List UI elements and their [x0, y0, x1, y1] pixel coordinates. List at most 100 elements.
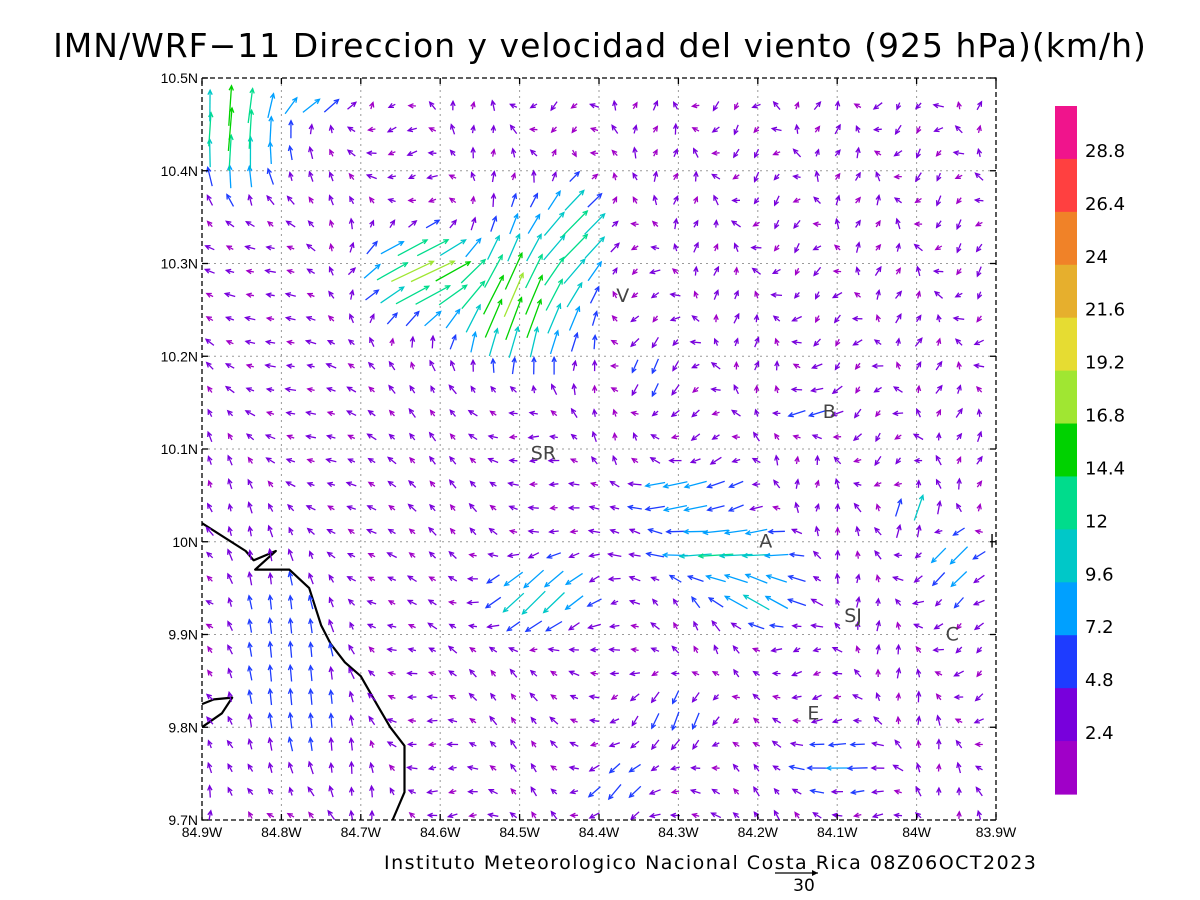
wind-arrow-head	[953, 694, 960, 700]
wind-arrow-shaft	[328, 619, 335, 633]
wind-arrow-head	[328, 124, 335, 131]
place-label: SR	[531, 443, 556, 465]
wind-arrow	[973, 574, 985, 584]
wind-arrow	[368, 715, 376, 726]
wind-arrow-head	[287, 548, 293, 555]
wind-arrow	[326, 529, 336, 535]
wind-arrow-head	[976, 408, 983, 415]
wind-arrow-head	[247, 549, 254, 556]
wind-arrow-shaft	[448, 551, 457, 559]
wind-arrow	[426, 789, 438, 795]
wind-arrow-shaft	[427, 790, 438, 794]
wind-arrow-head	[723, 573, 731, 580]
wind-arrow	[788, 764, 805, 771]
wind-arrow	[206, 220, 213, 228]
wind-arrow	[428, 576, 437, 582]
wind-arrow-head	[893, 481, 900, 487]
wind-arrow	[416, 239, 450, 257]
wind-arrow-shaft	[528, 506, 539, 509]
wind-arrow	[648, 269, 661, 275]
wind-arrow-head	[407, 623, 415, 629]
wind-arrow-shaft	[934, 623, 944, 630]
wind-arrow	[506, 552, 520, 559]
wind-arrow-shaft	[895, 313, 902, 324]
wind-arrow-head	[589, 647, 596, 653]
wind-arrow-head	[503, 580, 510, 587]
colorbar-label: 24	[1085, 247, 1108, 268]
wind-arrow	[347, 434, 356, 440]
wind-arrow-head	[207, 88, 213, 95]
wind-arrow-shaft	[813, 551, 822, 560]
wind-arrow-head	[831, 646, 838, 652]
wind-arrow-head	[408, 552, 415, 558]
wind-arrow-shaft	[703, 529, 729, 534]
colorbar-segment	[1055, 317, 1077, 372]
wind-arrow	[771, 694, 781, 701]
wind-arrow-head	[689, 788, 697, 795]
wind-arrow-head	[224, 363, 232, 369]
wind-arrow-head	[814, 170, 820, 177]
wind-arrow	[771, 717, 782, 724]
wind-arrow	[325, 387, 336, 393]
wind-arrow	[490, 669, 497, 677]
colorbar-label: 28.8	[1085, 141, 1125, 162]
wind-arrow	[468, 742, 477, 748]
wind-arrow-head	[711, 173, 718, 180]
wind-arrow-head	[287, 570, 294, 578]
wind-arrow	[630, 457, 639, 464]
wind-arrow-shaft	[707, 480, 725, 488]
wind-arrow	[855, 386, 861, 394]
wind-arrow-shaft	[387, 741, 397, 748]
wind-arrow-head	[346, 576, 353, 582]
wind-arrow-head	[244, 244, 251, 251]
wind-arrow	[369, 313, 375, 324]
wind-arrow-shaft	[330, 667, 333, 680]
wind-arrow	[913, 243, 923, 252]
wind-arrow	[711, 410, 720, 416]
wind-arrow-shaft	[950, 571, 968, 587]
wind-arrow-head	[876, 265, 882, 273]
wind-arrow	[448, 479, 457, 489]
wind-arrow-head	[287, 711, 294, 719]
wind-arrow-head	[284, 292, 292, 298]
wind-arrow-head	[956, 223, 962, 231]
wind-arrow	[449, 527, 456, 535]
wind-arrow	[691, 671, 700, 677]
wind-arrow-head	[227, 786, 233, 793]
wind-arrow	[808, 741, 825, 748]
wind-arrow	[609, 718, 620, 724]
wind-arrow-head	[713, 313, 719, 321]
wind-arrow	[428, 101, 437, 110]
wind-arrow-head	[489, 692, 496, 699]
wind-arrow-shaft	[713, 195, 719, 206]
wind-arrow-head	[870, 741, 878, 747]
wind-arrow-shaft	[289, 595, 293, 610]
wind-arrow-head	[589, 481, 597, 488]
wind-arrow-head	[387, 197, 394, 204]
wind-arrow-shaft	[589, 553, 600, 557]
wind-arrow-head	[662, 483, 669, 489]
wind-arrow-head	[914, 175, 921, 183]
wind-arrow-head	[691, 315, 698, 321]
wind-arrow-head	[834, 172, 841, 180]
wind-arrow-head	[367, 361, 374, 368]
wind-arrow-shaft	[775, 455, 779, 466]
wind-arrow	[911, 600, 925, 606]
wind-arrow-head	[305, 243, 313, 250]
wind-arrow	[953, 670, 964, 677]
wind-arrow-head	[326, 551, 333, 558]
wind-arrow-shaft	[227, 621, 233, 631]
wind-arrow-shaft	[788, 598, 807, 607]
wind-arrow	[954, 338, 963, 346]
wind-arrow-shaft	[724, 595, 748, 610]
wind-arrow	[266, 220, 274, 227]
wind-arrow-head	[690, 102, 698, 109]
wind-arrow-shaft	[289, 146, 293, 161]
wind-arrow	[489, 410, 497, 417]
wind-arrow-shaft	[771, 294, 783, 297]
wind-arrow-head	[493, 327, 499, 334]
wind-arrow	[287, 570, 294, 586]
wind-arrow-head	[306, 481, 313, 488]
wind-arrow-head	[628, 670, 636, 677]
wind-arrow	[530, 762, 537, 773]
